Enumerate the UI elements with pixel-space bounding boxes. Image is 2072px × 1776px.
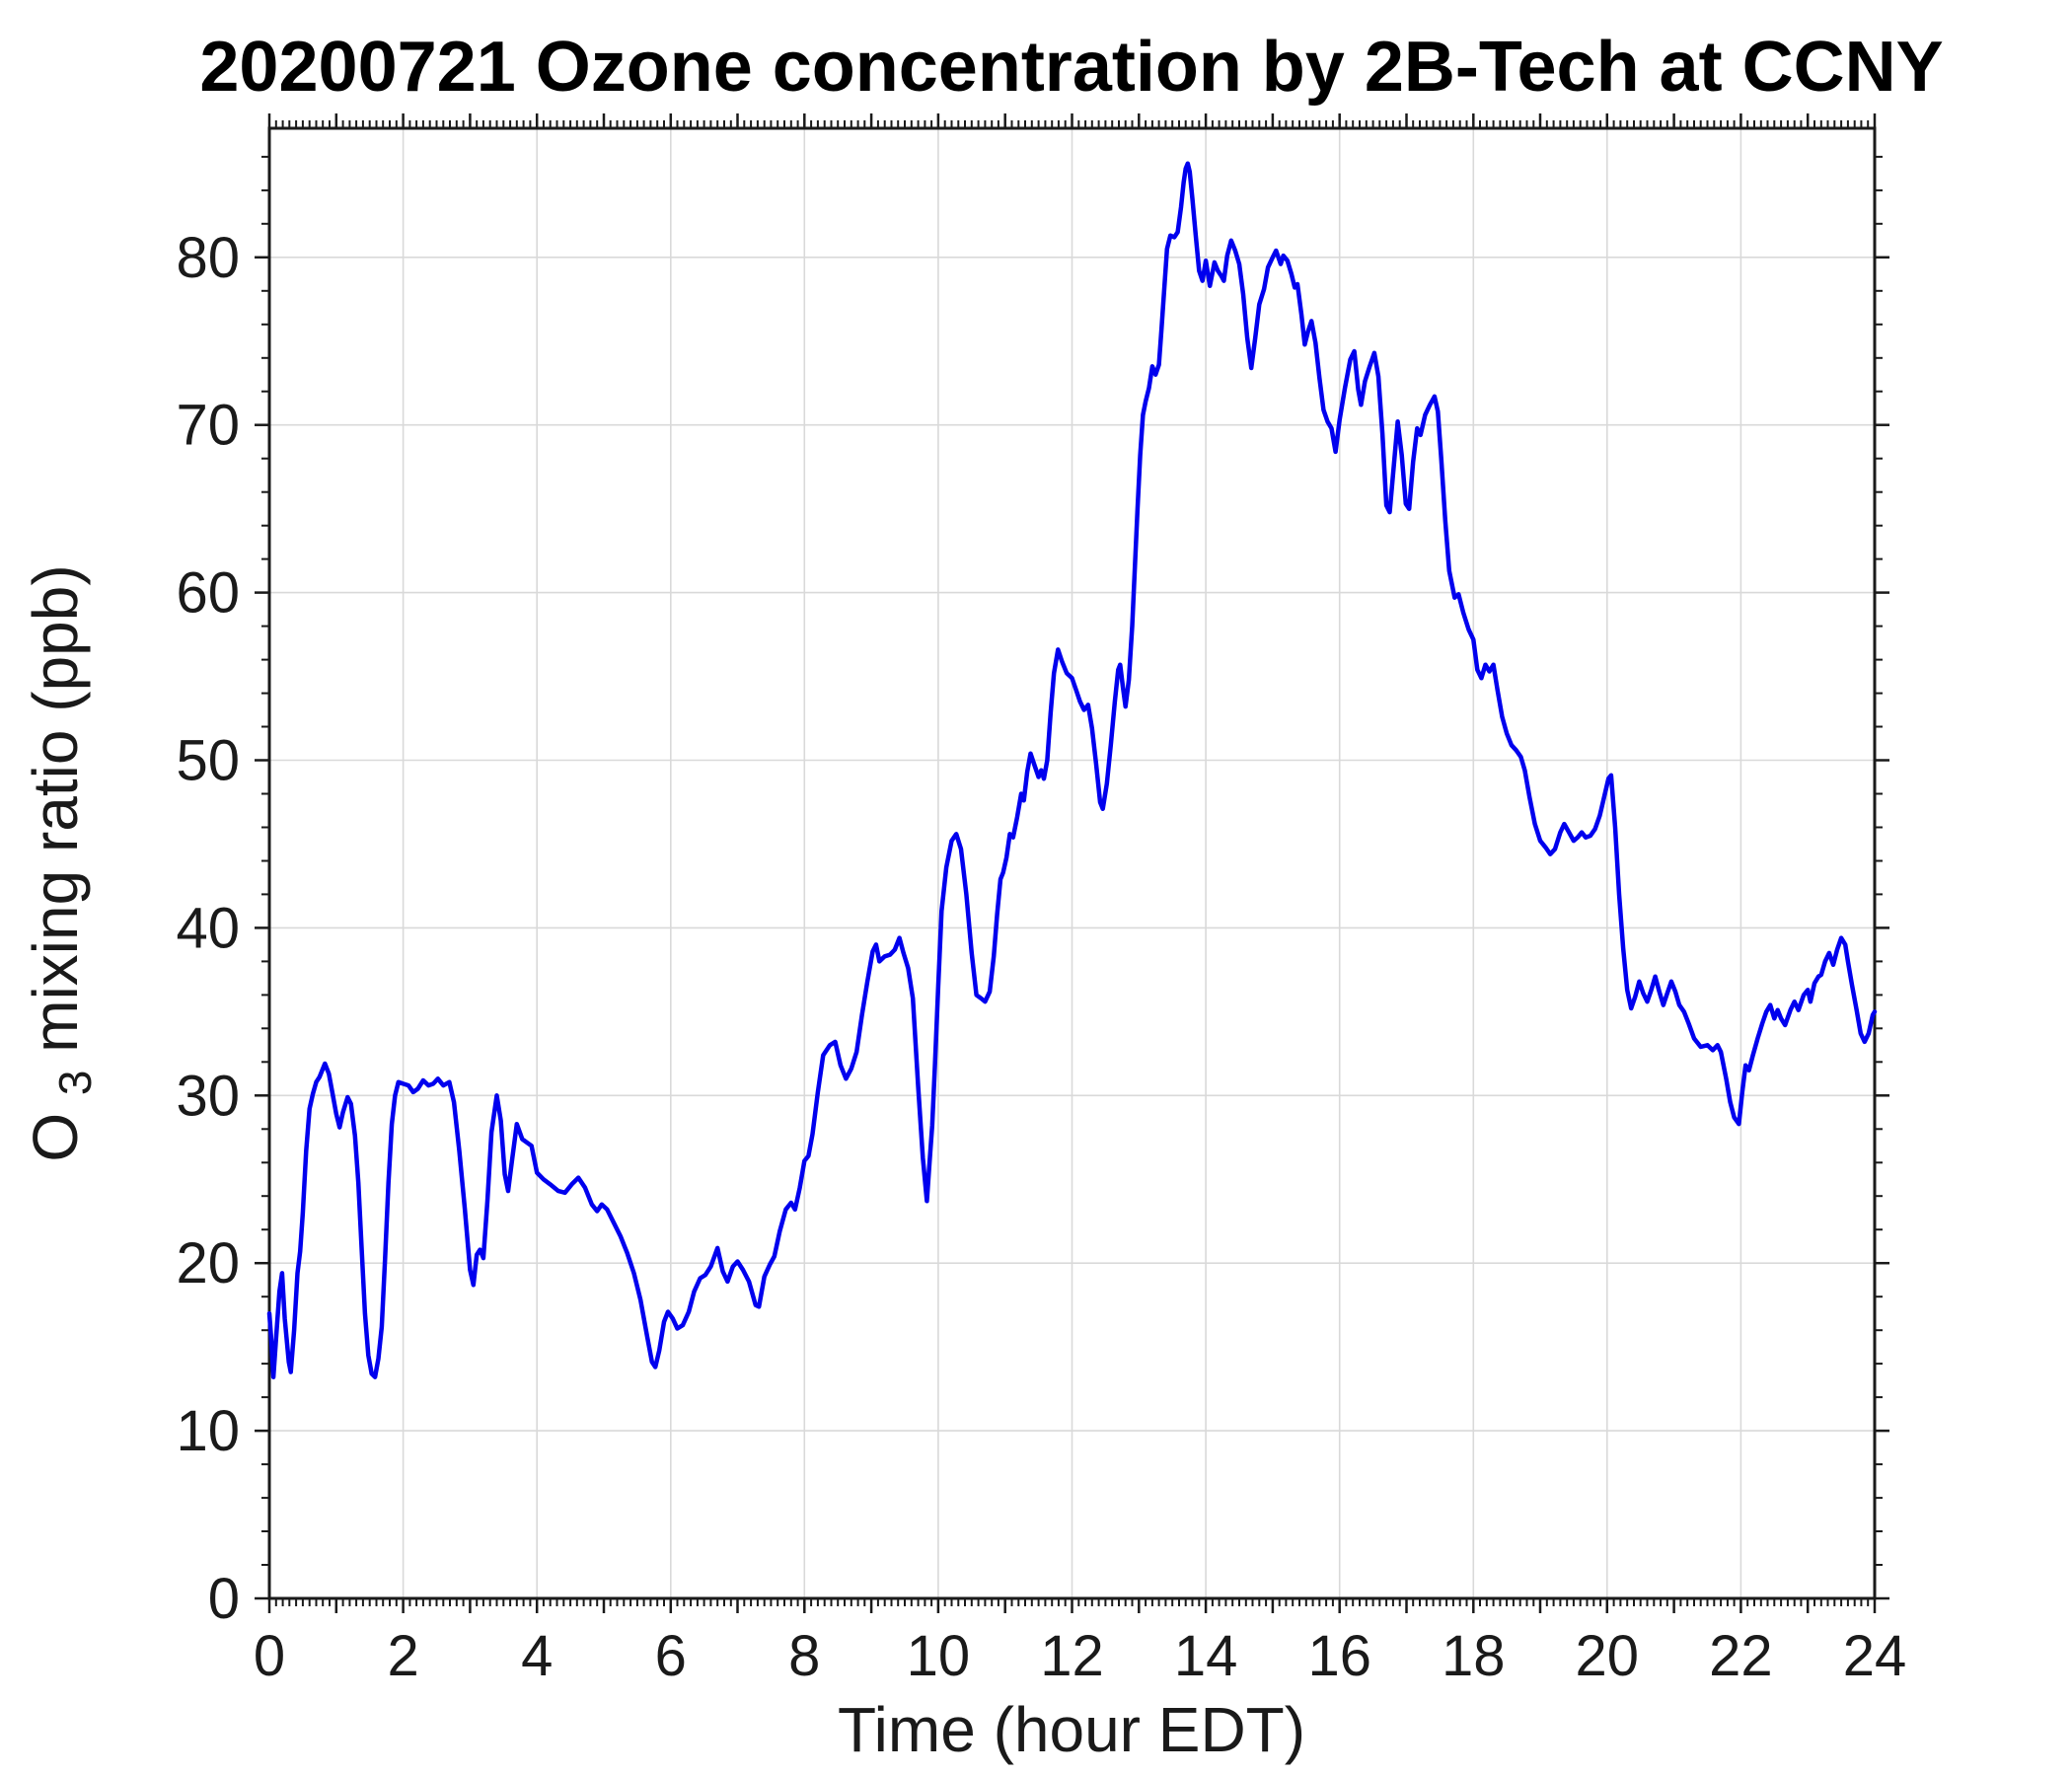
x-tick-label: 6 xyxy=(655,1624,687,1688)
y-tick-label: 60 xyxy=(176,561,240,626)
vertical-gridlines xyxy=(402,128,1742,1598)
x-axis-tick-labels: 0 2 4 6 8 10 12 14 16 18 20 22 24 xyxy=(254,1624,1906,1688)
x-tick-label: 14 xyxy=(1174,1624,1238,1688)
x-tick-label: 16 xyxy=(1307,1624,1371,1688)
x-tick-label: 4 xyxy=(521,1624,553,1688)
y-tick-label: 50 xyxy=(176,729,240,793)
horizontal-gridlines xyxy=(269,256,1875,1432)
x-tick-label: 12 xyxy=(1040,1624,1104,1688)
y-axis-label: O 3 mixing ratio (ppb) xyxy=(20,564,105,1161)
minor-tick-marks xyxy=(261,120,1883,1606)
x-tick-label: 2 xyxy=(387,1624,418,1688)
ozone-data-line xyxy=(266,161,1878,1379)
x-tick-label: 20 xyxy=(1576,1624,1640,1688)
major-tick-marks xyxy=(255,113,1889,1613)
y-tick-label: 20 xyxy=(176,1231,240,1295)
y-tick-label: 0 xyxy=(208,1567,240,1631)
x-tick-label: 8 xyxy=(788,1624,820,1688)
y-label-subscript: 3 xyxy=(49,1071,101,1096)
y-tick-label: 80 xyxy=(176,226,240,290)
x-tick-label: 18 xyxy=(1442,1624,1506,1688)
y-axis-tick-labels: 0 10 20 30 40 50 60 70 80 xyxy=(176,226,240,1631)
y-tick-label: 70 xyxy=(176,394,240,458)
y-label-rest: mixing ratio (ppb) xyxy=(20,564,91,1052)
y-tick-label: 40 xyxy=(176,896,240,960)
x-tick-label: 24 xyxy=(1843,1624,1907,1688)
x-axis-label: Time (hour EDT) xyxy=(838,1694,1305,1765)
x-tick-label: 10 xyxy=(907,1624,971,1688)
chart-title: 20200721 Ozone concentration by 2B-Tech … xyxy=(199,28,1943,107)
y-label-main: O xyxy=(20,1113,91,1162)
x-tick-label: 0 xyxy=(254,1624,285,1688)
x-tick-label: 22 xyxy=(1709,1624,1773,1688)
y-tick-label: 30 xyxy=(176,1064,240,1128)
y-tick-label: 10 xyxy=(176,1399,240,1463)
